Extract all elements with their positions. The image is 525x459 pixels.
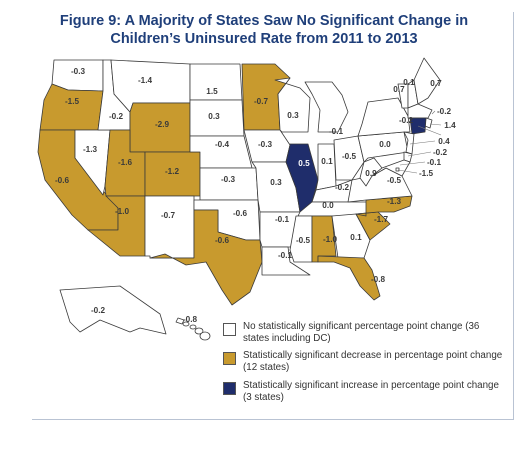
legend-text-no-change: No statistically significant percentage … xyxy=(243,321,480,344)
state-value-ks: -0.3 xyxy=(221,175,236,184)
legend-swatch-decrease xyxy=(223,352,236,365)
state-value-nj: 0.4 xyxy=(438,137,450,146)
state-fl xyxy=(317,255,381,301)
state-value-mn: -0.7 xyxy=(254,97,269,106)
state-value-oh: -0.5 xyxy=(342,152,357,161)
state-oh xyxy=(333,135,365,181)
leader-line-de xyxy=(407,151,432,157)
state-value-pa: 0.0 xyxy=(379,140,391,149)
state-value-nh: 0.1 xyxy=(403,78,415,87)
state-value-ak: -0.2 xyxy=(91,306,106,315)
state-ak xyxy=(59,285,167,335)
state-value-mt: -1.4 xyxy=(138,76,153,85)
state-value-ia: -0.3 xyxy=(258,140,273,149)
figure-title: Figure 9: A Majority of States Saw No Si… xyxy=(34,12,494,48)
state-value-az: -1.0 xyxy=(115,207,130,216)
state-or xyxy=(39,83,104,131)
legend-text-decrease: Statistically significant decrease in pe… xyxy=(243,350,503,373)
figure-frame xyxy=(32,12,514,420)
legend-row-decrease: Statistically significant decrease in pe… xyxy=(223,350,503,374)
state-hi xyxy=(175,317,185,325)
hawaii-island-4 xyxy=(199,331,211,341)
state-value-sd: 0.3 xyxy=(208,112,220,121)
state-value-ne: -0.4 xyxy=(215,140,230,149)
state-value-nd: 1.5 xyxy=(206,87,218,96)
state-value-ca: -0.6 xyxy=(55,176,70,185)
state-wi xyxy=(274,77,311,133)
state-value-wa: -0.3 xyxy=(71,67,86,76)
state-value-ct: 1.4 xyxy=(444,131,456,140)
state-value-ar: -0.1 xyxy=(275,215,290,224)
hawaii-island-2 xyxy=(189,324,197,330)
state-ks xyxy=(199,167,259,201)
state-value-ky: -0.2 xyxy=(335,183,350,192)
state-value-or: -1.5 xyxy=(65,97,80,106)
state-value-md: -0.1 xyxy=(427,158,442,167)
state-value-va: -0.5 xyxy=(387,176,402,185)
leader-line-md xyxy=(399,161,426,166)
state-value-al: -1.0 xyxy=(323,235,338,244)
leader-line-ri xyxy=(429,123,442,126)
state-value-hi: -0.8 xyxy=(183,315,198,324)
state-value-co: -1.2 xyxy=(165,167,180,176)
state-nc xyxy=(355,195,413,217)
state-value-nv: -1.3 xyxy=(83,145,98,154)
state-ma xyxy=(407,103,433,119)
legend-row-increase: Statistically significant increase in pe… xyxy=(223,380,503,404)
state-value-sc: -1.7 xyxy=(374,215,389,224)
state-value-dc: -1.5 xyxy=(419,169,434,178)
state-value-nm: -0.7 xyxy=(161,211,176,220)
state-value-wi: 0.3 xyxy=(287,111,299,120)
state-value-tn: 0.0 xyxy=(322,201,334,210)
state-value-ma: -0.2 xyxy=(437,107,452,116)
state-value-mi: -0.1 xyxy=(329,127,344,136)
legend-text-increase: Statistically significant increase in pe… xyxy=(243,380,499,403)
leader-line-nj xyxy=(409,140,436,145)
state-ga xyxy=(331,213,371,259)
state-la xyxy=(261,246,311,276)
state-in xyxy=(315,143,337,191)
title-line-2: Children’s Uninsured Rate from 2011 to 2… xyxy=(110,31,418,47)
hawaii-island-3 xyxy=(194,327,204,335)
state-value-ri: 1.4 xyxy=(444,121,456,130)
state-value-me: 0.7 xyxy=(430,79,442,88)
state-value-wy: -2.9 xyxy=(155,120,170,129)
state-md xyxy=(371,159,411,177)
state-value-il: 0.5 xyxy=(298,159,310,168)
hawaii-island-1 xyxy=(182,321,190,327)
state-value-de: -0.2 xyxy=(433,148,448,157)
legend-row-no-change: No statistically significant percentage … xyxy=(223,321,503,345)
state-nm xyxy=(144,195,195,259)
state-value-mo: 0.3 xyxy=(270,178,282,187)
state-tx xyxy=(149,209,263,306)
state-value-ms: -0.5 xyxy=(296,236,311,245)
state-value-la: -0.1 xyxy=(278,251,293,260)
state-ms xyxy=(289,215,313,263)
state-value-vt: 0.7 xyxy=(393,85,405,94)
legend-swatch-no-change xyxy=(223,323,236,336)
state-value-in: 0.1 xyxy=(321,157,333,166)
leader-line-ct xyxy=(417,125,442,136)
leader-line-ma xyxy=(431,110,436,115)
leader-line-dc xyxy=(397,169,418,174)
state-value-wv: 0.9 xyxy=(365,169,377,178)
state-me xyxy=(413,57,441,105)
state-value-tx: -0.6 xyxy=(215,236,230,245)
legend-swatch-increase xyxy=(223,382,236,395)
state-value-nc: -1.3 xyxy=(387,197,402,206)
state-value-ok: -0.6 xyxy=(233,209,248,218)
title-line-1: Figure 9: A Majority of States Saw No Si… xyxy=(59,13,469,29)
state-value-ut: -1.6 xyxy=(118,158,133,167)
state-value-ga: 0.1 xyxy=(350,233,362,242)
state-value-fl: -0.8 xyxy=(371,275,386,284)
state-mi xyxy=(304,81,349,133)
state-value-ny: -0.2 xyxy=(399,116,414,125)
state-ny xyxy=(357,97,411,137)
state-value-id: -0.2 xyxy=(109,112,124,121)
state-dc xyxy=(395,167,400,172)
